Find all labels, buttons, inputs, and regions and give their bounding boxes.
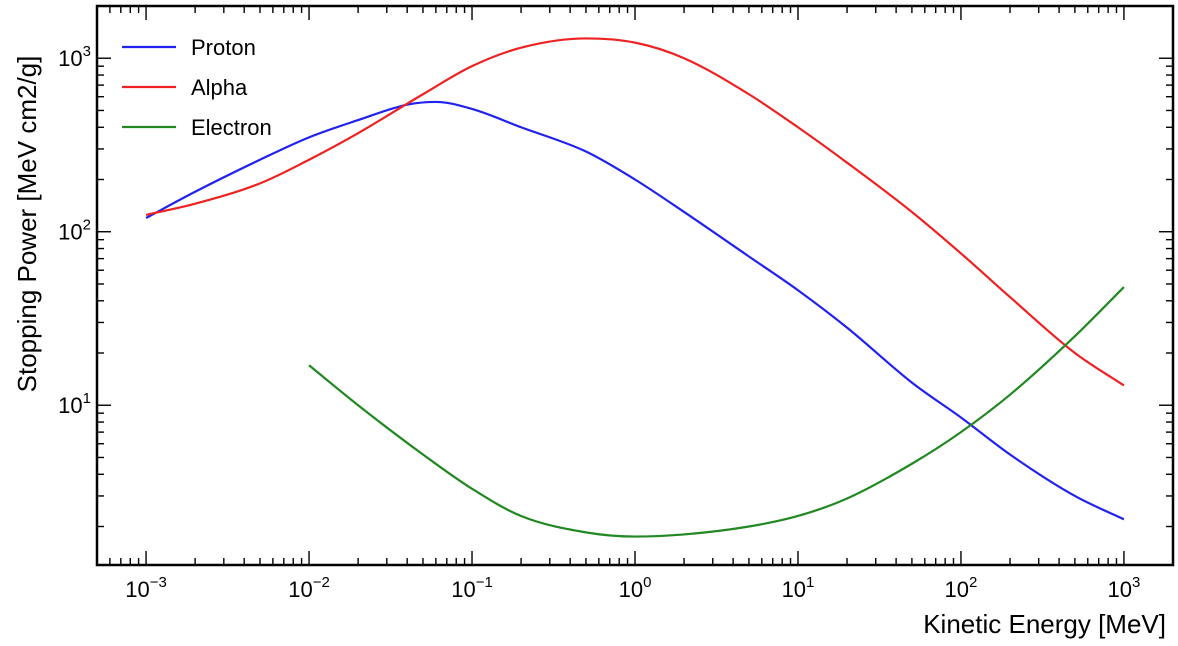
x-tick-label: 101 [782,574,815,602]
y-tick-base: 10 [58,46,82,71]
x-tick-label: 10−1 [451,574,493,602]
x-tick-base: 10 [782,577,806,602]
series-line-electron [308,286,1125,538]
y-tick-label: 101 [58,390,91,418]
x-tick-label: 10−3 [125,574,167,602]
series-layer [145,37,1125,538]
x-tick-base: 10 [451,577,475,602]
y-tick-exponent: 3 [83,43,91,60]
x-tick-exponent: −1 [476,574,493,591]
y-tick-base: 10 [58,220,82,245]
tick-marks [96,5,1174,565]
x-tick-base: 10 [288,577,312,602]
x-tick-base: 10 [945,577,969,602]
x-tick-exponent: −3 [150,574,167,591]
x-tick-exponent: 2 [969,574,977,591]
x-axis-label: Kinetic Energy [MeV] [923,609,1166,639]
y-axis-label: Stopping Power [MeV cm2/g] [12,56,42,393]
series-line-alpha [145,37,1125,387]
y-tick-label: 102 [58,217,91,245]
x-tick-label: 102 [945,574,978,602]
y-tick-exponent: 1 [83,390,91,407]
x-tick-exponent: 0 [643,574,651,591]
x-tick-label: 100 [619,574,652,602]
y-tick-exponent: 2 [83,217,91,234]
legend: Proton Alpha Electron [122,35,272,140]
y-tick-label: 103 [58,43,91,71]
legend-label-proton: Proton [191,35,256,60]
x-tick-exponent: 3 [1132,574,1140,591]
series-line-proton [145,100,1125,521]
legend-label-alpha: Alpha [191,75,248,100]
x-tick-base: 10 [619,577,643,602]
plot-frame [95,4,1175,567]
x-tick-label: 10−2 [288,574,330,602]
x-tick-exponent: 1 [806,574,814,591]
x-tick-label: 103 [1108,574,1141,602]
legend-label-electron: Electron [191,115,272,140]
x-tick-base: 10 [125,577,149,602]
y-tick-base: 10 [58,393,82,418]
x-tick-exponent: −2 [313,574,330,591]
x-tick-base: 10 [1108,577,1132,602]
